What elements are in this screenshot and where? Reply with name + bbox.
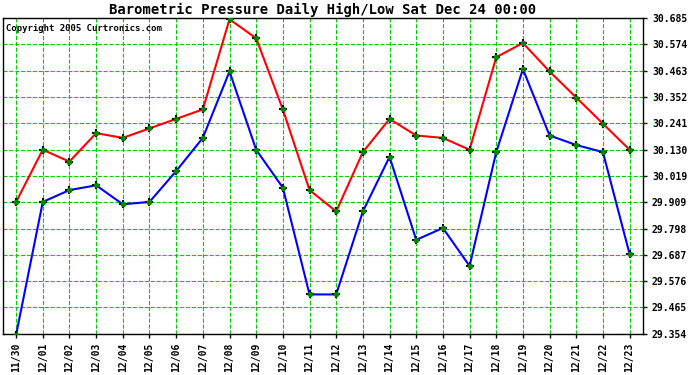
Text: Copyright 2005 Curtronics.com: Copyright 2005 Curtronics.com — [6, 24, 162, 33]
Title: Barometric Pressure Daily High/Low Sat Dec 24 00:00: Barometric Pressure Daily High/Low Sat D… — [109, 3, 536, 17]
